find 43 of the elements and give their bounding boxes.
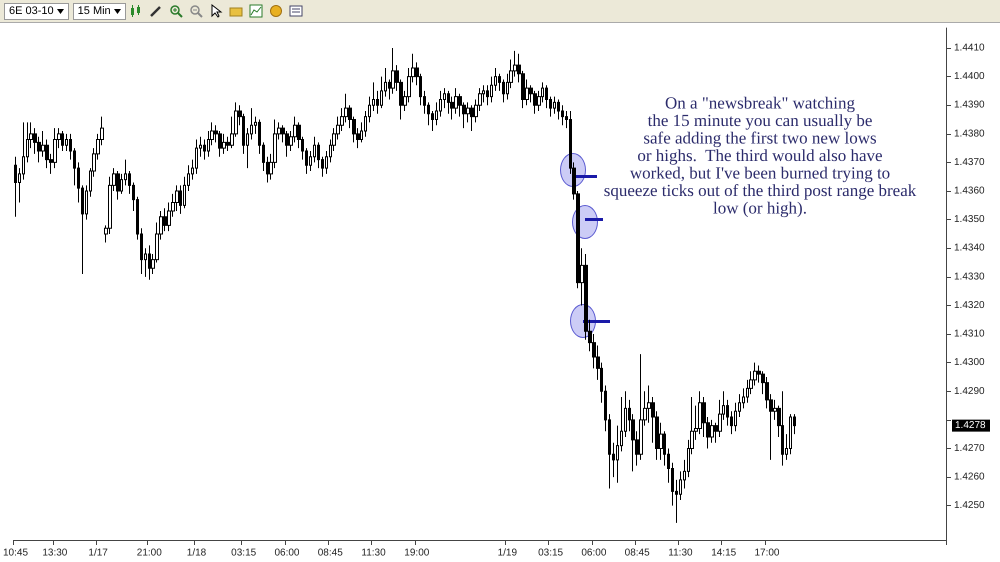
- x-tick-label: 03:15: [538, 548, 564, 558]
- y-tick-label: 1.4270: [954, 442, 986, 454]
- y-tick-label: 1.4260: [954, 472, 986, 483]
- x-tick-label: 11:30: [361, 548, 386, 558]
- y-tick-label: 1.4410: [954, 42, 986, 54]
- x-tick-label: 08:45: [624, 548, 650, 558]
- x-tick-label: 14:15: [711, 548, 737, 558]
- candlestick: [781, 390, 784, 466]
- candlestick: [222, 133, 226, 154]
- x-tick-label: 08:45: [318, 548, 344, 558]
- x-tick-label: 06:00: [274, 548, 300, 558]
- y-tick-label: 1.4390: [954, 100, 986, 111]
- y-tick-label: 1.4400: [954, 71, 986, 82]
- text: 15 Min: [72, 2, 126, 20]
- x-tick-label: 1/19: [498, 548, 518, 558]
- x-tick-label: 11:30: [668, 548, 693, 558]
- annotation: On a "newsbreak" watching the 15 minute you can usually be safe adding the first two new lows or highs. The third would also have worked, but I've been burned trying to squeeze ticks out of the third post range break low (or high).: [604, 93, 917, 218]
- candlestick: [116, 170, 120, 200]
- candlestick: [148, 244, 151, 280]
- x-tick-label: 19:00: [404, 548, 430, 558]
- x-tick-label: 03:15: [231, 548, 257, 558]
- y-tick-label: 1.4350: [954, 214, 986, 226]
- x-tick-label: 17:00: [754, 548, 780, 558]
- x-tick-label: 1/17: [88, 548, 108, 558]
- y-tick-label: 1.4310: [954, 328, 986, 340]
- candlestick: [61, 130, 64, 152]
- x-tick-label: 13:30: [42, 548, 68, 558]
- y-tick-label: 1.4250: [954, 500, 986, 512]
- candlestick: [14, 156, 17, 218]
- y-tick-label: 1.4340: [954, 242, 986, 254]
- y-tick-label: 1.4370: [954, 156, 986, 168]
- x-tick-label: 21:00: [136, 548, 162, 558]
- y-tick-label: 1.4290: [954, 386, 986, 397]
- y-tick-label: 1.4360: [954, 186, 986, 197]
- text: 1.4278: [955, 420, 986, 432]
- y-tick-label: 1.4300: [954, 357, 986, 368]
- x-tick-label: 1/18: [186, 548, 207, 558]
- y-tick-label: 1.4380: [954, 128, 986, 140]
- y-tick-label: 1.4320: [954, 300, 986, 311]
- x-tick-label: 10:45: [2, 548, 28, 558]
- x-tick-label: 06:00: [581, 548, 607, 558]
- y-tick-label: 1.4330: [954, 271, 986, 282]
- text: 6E 03-10: [4, 2, 69, 20]
